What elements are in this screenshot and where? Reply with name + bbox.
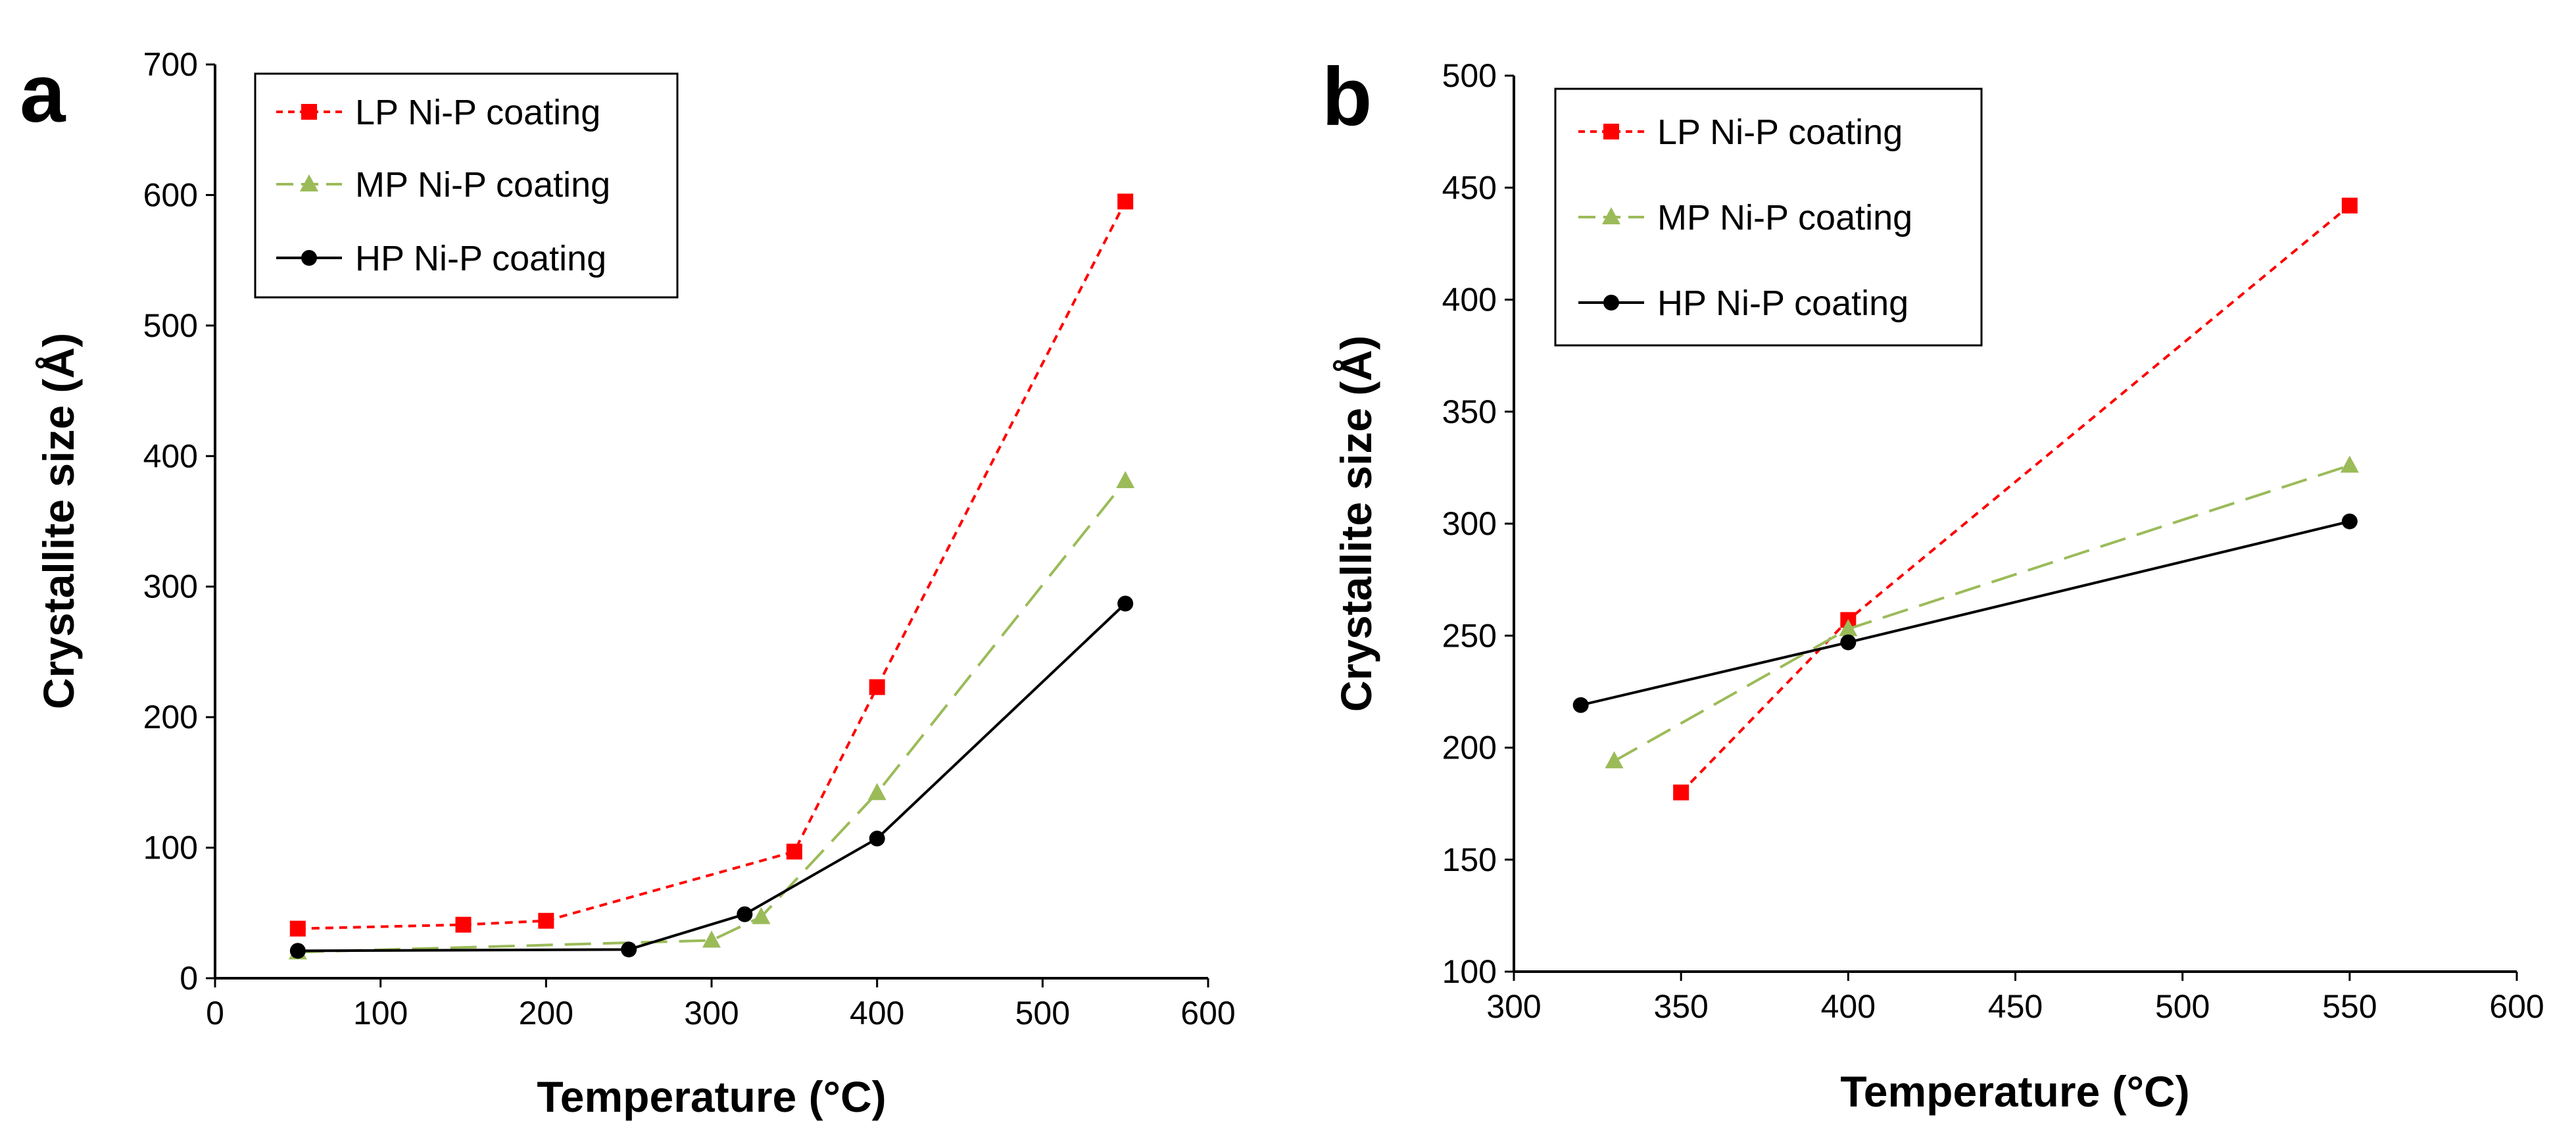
x-axis-title: Temperature (°C) <box>537 1072 886 1121</box>
data-point <box>1116 470 1135 488</box>
x-tick-label: 100 <box>353 995 408 1032</box>
legend-marker <box>1603 124 1619 139</box>
panel-letter-b: b <box>1322 51 1372 143</box>
y-axis-title: Crystallite size (Å) <box>1332 336 1380 712</box>
x-tick-label: 600 <box>1180 995 1235 1032</box>
y-tick-label: 450 <box>1442 169 1497 206</box>
y-tick-label: 300 <box>143 568 198 605</box>
data-point <box>869 679 885 695</box>
data-point <box>867 783 887 801</box>
data-point <box>737 906 753 922</box>
data-point <box>1605 751 1624 768</box>
legend-marker <box>301 250 317 266</box>
legend-label: HP Ni-P coating <box>355 239 606 278</box>
data-point <box>621 941 637 958</box>
data-point <box>1840 634 1857 651</box>
y-tick-label: 700 <box>143 46 198 83</box>
data-point <box>869 830 885 847</box>
x-tick-label: 300 <box>684 995 739 1032</box>
series-line-hp <box>1580 520 2350 707</box>
legend-label: LP Ni-P coating <box>1657 112 1903 152</box>
legend-label: MP Ni-P coating <box>1657 198 1912 237</box>
data-point <box>538 912 554 929</box>
legend-marker <box>1602 207 1620 224</box>
x-tick-label: 0 <box>206 995 224 1032</box>
data-point <box>1117 595 1134 612</box>
legend: LP Ni-P coating MP Ni-P coating HP Ni-P co… <box>254 72 679 299</box>
x-tick-label: 600 <box>2489 988 2544 1025</box>
y-tick-label: 300 <box>1442 505 1497 542</box>
series-line-hp <box>297 603 1127 953</box>
legend-label: MP Ni-P coating <box>355 165 610 205</box>
x-tick-label: 500 <box>2155 988 2210 1025</box>
chart-panel-a: a 0 100 200 300 400 500 600 700 0 100 200 300 400 500… <box>20 46 1236 1121</box>
data-point <box>289 943 306 959</box>
legend-marker <box>301 104 317 120</box>
y-tick-label: 600 <box>143 176 198 213</box>
y-tick-label: 100 <box>143 830 198 866</box>
data-point <box>702 930 721 948</box>
data-point <box>289 920 306 937</box>
legend-label: LP Ni-P coating <box>355 93 600 132</box>
legend-label: HP Ni-P coating <box>1657 284 1908 323</box>
x-axis-title: Temperature (°C) <box>1840 1067 2189 1116</box>
x-tick-label: 550 <box>2322 988 2377 1025</box>
y-tick-label: 200 <box>1442 730 1497 766</box>
x-tick-label: 500 <box>1015 995 1070 1032</box>
data-point <box>1117 193 1134 210</box>
y-tick-label: 350 <box>1442 393 1497 430</box>
x-tick-label: 400 <box>850 995 904 1032</box>
data-point <box>1673 784 1689 801</box>
panel-letter-a: a <box>20 48 66 139</box>
y-tick-label: 500 <box>143 307 198 344</box>
legend: LP Ni-P coating MP Ni-P coating HP Ni-P co… <box>1554 87 1983 347</box>
data-point <box>455 916 472 933</box>
y-axis-title: Crystallite size (Å) <box>34 333 83 709</box>
data-point <box>752 907 771 924</box>
x-tick-label: 400 <box>1821 988 1876 1025</box>
y-tick-label: 250 <box>1442 617 1497 654</box>
series-line-mp <box>297 480 1127 954</box>
x-tick-label: 350 <box>1653 988 1708 1025</box>
y-tick-label: 400 <box>1442 282 1497 318</box>
data-point <box>1839 619 1858 637</box>
y-tick-label: 200 <box>143 699 198 735</box>
y-tick-label: 500 <box>1442 57 1497 94</box>
y-tick-label: 400 <box>143 437 198 474</box>
y-tick-label: 0 <box>180 960 198 997</box>
legend-marker <box>300 174 318 191</box>
data-point <box>2341 513 2358 530</box>
series-line-mp <box>1613 464 2350 762</box>
series-line-lp <box>297 201 1127 930</box>
data-point <box>2341 197 2358 214</box>
x-tick-label: 200 <box>519 995 573 1032</box>
legend-box <box>254 72 679 299</box>
data-point <box>1572 697 1589 713</box>
y-tick-label: 100 <box>1442 953 1497 990</box>
x-tick-label: 450 <box>1988 988 2043 1025</box>
chart-panel-b: b 100 150 200 250 300 350 400 450 500 300 350 400 45… <box>1322 51 2544 1116</box>
legend-marker <box>1603 295 1619 311</box>
x-tick-label: 300 <box>1486 988 1541 1025</box>
data-point <box>2340 455 2359 473</box>
y-tick-label: 150 <box>1442 841 1497 878</box>
data-point <box>786 843 802 860</box>
